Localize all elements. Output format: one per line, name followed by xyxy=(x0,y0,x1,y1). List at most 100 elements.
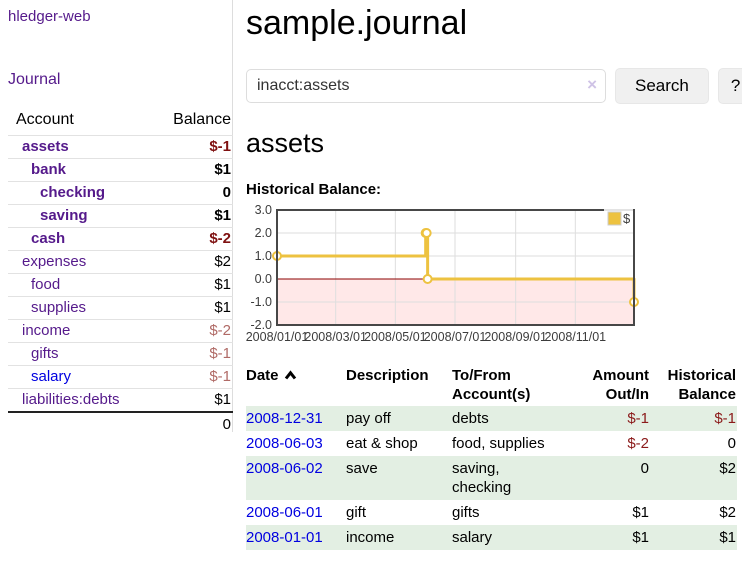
account-link[interactable]: checking xyxy=(40,184,106,201)
account-link[interactable]: assets xyxy=(22,138,69,155)
account-name-cell: liabilities:debts xyxy=(8,389,149,413)
accounts-table-body: assets $-1 bank $1 checking 0 saving $1 cash $-2 e… xyxy=(8,135,233,413)
account-link[interactable]: salary xyxy=(31,368,72,385)
sidebar-item-journal[interactable]: Journal xyxy=(8,71,61,88)
register-header-accounts: To/From Account(s) xyxy=(452,367,531,403)
account-row: cash $-2 xyxy=(8,227,233,251)
register-amount-cell: $-2 xyxy=(627,435,649,452)
account-link[interactable]: supplies xyxy=(31,299,87,316)
search-input[interactable] xyxy=(246,69,606,103)
accounts-header-balance: Balance xyxy=(173,111,231,128)
account-link[interactable]: cash xyxy=(31,230,66,247)
account-balance: $-1 xyxy=(209,368,231,385)
account-row: gifts $-1 xyxy=(8,342,233,366)
register-balance-cell: $2 xyxy=(719,504,736,521)
account-row: food $1 xyxy=(8,273,233,297)
account-row: assets $-1 xyxy=(8,135,233,159)
register-amount-cell: 0 xyxy=(640,460,649,477)
chart-title: Historical Balance: xyxy=(246,181,382,198)
svg-text:1.0: 1.0 xyxy=(255,249,272,263)
svg-text:2008/05/01: 2008/05/01 xyxy=(364,330,427,344)
search-input-wrap: × xyxy=(246,69,606,103)
register-accounts-cell: food, supplies xyxy=(452,435,545,452)
account-row: liabilities:debts $1 xyxy=(8,388,233,413)
account-row: checking 0 xyxy=(8,181,233,205)
account-link[interactable]: liabilities:debts xyxy=(22,391,120,408)
account-name-cell: expenses xyxy=(8,251,149,274)
svg-text:-1.0: -1.0 xyxy=(250,295,272,309)
app-brand-link[interactable]: hledger-web xyxy=(8,8,91,25)
svg-text:2008/07/01: 2008/07/01 xyxy=(424,330,487,344)
account-row: saving $1 xyxy=(8,204,233,228)
account-name-cell: checking xyxy=(8,182,149,205)
balance-chart[interactable]: -2.0 -1.0 0.0 1.0 2.0 3.0 2008/01/012008/03/01… xyxy=(246,200,646,348)
register-header-description: Description xyxy=(346,367,429,384)
account-balance: $-2 xyxy=(209,230,231,247)
account-balance: $2 xyxy=(214,253,231,270)
register-date-link[interactable]: 2008-06-02 xyxy=(246,460,323,477)
account-name-cell: income xyxy=(8,320,149,343)
svg-text:2008/09/01: 2008/09/01 xyxy=(484,330,547,344)
register-row: 2008-01-01 income salary $1 $1 xyxy=(246,525,737,550)
register-date-cell: 2008-06-01 xyxy=(246,500,346,525)
register-date-cell: 2008-01-01 xyxy=(246,525,346,550)
register-row: 2008-12-31 pay off debts $-1 $-1 xyxy=(246,406,737,431)
account-name-cell: bank xyxy=(8,159,149,182)
account-balance: $-2 xyxy=(209,322,231,339)
account-link[interactable]: income xyxy=(22,322,71,339)
account-name-cell: supplies xyxy=(8,297,149,320)
register-accounts-cell: debts xyxy=(452,410,489,427)
accounts-total-balance: 0 xyxy=(222,416,231,433)
accounts-table: Account Balance assets $-1 bank $1 checking 0… xyxy=(8,108,233,437)
account-balance: $1 xyxy=(214,276,231,293)
svg-text:0.0: 0.0 xyxy=(255,272,272,286)
register-description-cell: eat & shop xyxy=(346,435,418,452)
plot-border xyxy=(276,209,635,326)
register-date-cell: 2008-06-03 xyxy=(246,431,346,456)
account-row: income $-2 xyxy=(8,319,233,343)
account-link[interactable]: expenses xyxy=(22,253,87,270)
data-point[interactable] xyxy=(422,274,433,284)
account-link[interactable]: bank xyxy=(31,161,67,178)
register-header-date[interactable]: Date xyxy=(246,364,346,406)
register-description-cell: income xyxy=(346,529,395,546)
register-date-link[interactable]: 2008-06-03 xyxy=(246,435,323,452)
account-link[interactable]: gifts xyxy=(31,345,59,362)
register-row: 2008-06-03 eat & shop food, supplies $-2 0 xyxy=(246,431,737,456)
register-row: 2008-06-02 save saving, checking 0 $2 xyxy=(246,456,737,500)
help-button[interactable]: ? xyxy=(717,68,742,104)
register-description-cell: gift xyxy=(346,504,367,521)
account-balance: $1 xyxy=(214,299,231,316)
register-balance-cell: 0 xyxy=(727,435,736,452)
register-date-link[interactable]: 2008-12-31 xyxy=(246,410,323,427)
account-balance: 0 xyxy=(222,184,231,201)
register-date-link[interactable]: 2008-06-01 xyxy=(246,504,323,521)
register-header-date-label: Date xyxy=(246,367,279,384)
account-row: expenses $2 xyxy=(8,250,233,274)
search-button[interactable]: Search xyxy=(615,68,709,104)
svg-text:-2.0: -2.0 xyxy=(250,318,272,332)
register-header-row: Date Description To/From Account(s) Amou… xyxy=(246,364,737,406)
sort-ascending-icon xyxy=(284,370,296,380)
clear-search-icon[interactable]: × xyxy=(587,75,597,94)
page-title: sample.journal xyxy=(246,4,468,42)
register-date-link[interactable]: 2008-01-01 xyxy=(246,529,323,546)
account-link[interactable]: food xyxy=(31,276,61,293)
svg-text:3.0: 3.0 xyxy=(255,203,272,217)
account-row: salary $-1 xyxy=(8,365,233,389)
register-amount-cell: $-1 xyxy=(627,410,649,427)
svg-text:2008/03/01: 2008/03/01 xyxy=(304,330,367,344)
account-name-cell: salary xyxy=(8,366,149,389)
main-content: sample.journal × Search ? assets Histori… xyxy=(246,0,742,550)
accounts-header-account: Account xyxy=(16,111,74,128)
register-header-balance: Historical Balance xyxy=(667,367,736,403)
data-point[interactable] xyxy=(421,228,432,238)
search-bar: × Search ? xyxy=(246,68,742,104)
register-accounts-cell: gifts xyxy=(452,504,480,521)
account-heading: assets xyxy=(246,128,325,158)
account-name-cell: food xyxy=(8,274,149,297)
register-row: 2008-06-01 gift gifts $1 $2 xyxy=(246,500,737,525)
accounts-total-row: 0 xyxy=(8,412,233,437)
account-balance: $1 xyxy=(214,391,231,408)
account-link[interactable]: saving xyxy=(40,207,88,224)
